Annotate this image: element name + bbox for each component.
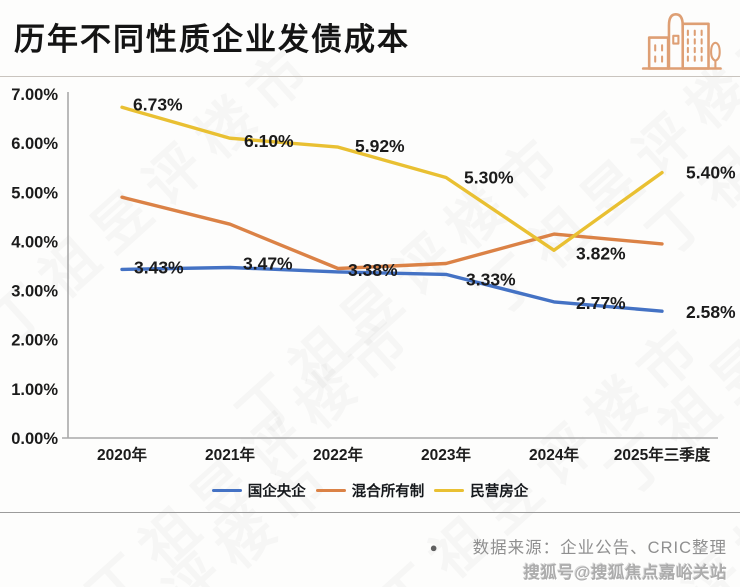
page-title: 历年不同性质企业发债成本 xyxy=(14,22,410,57)
y-tick-label: 2.00% xyxy=(11,332,58,350)
series-line-0 xyxy=(120,265,664,313)
source-text: 数据来源：企业公告、CRIC整理 xyxy=(472,539,727,557)
data-label: 3.82% xyxy=(576,243,626,263)
data-label: 6.10% xyxy=(244,131,294,151)
legend-line-swatch xyxy=(211,488,242,493)
legend-item-0: 国企央企 xyxy=(211,480,306,501)
y-tick-label: 3.00% xyxy=(11,283,58,301)
footer-divider xyxy=(0,512,740,513)
bullet-icon: ● xyxy=(429,540,439,555)
legend-label: 国企央企 xyxy=(247,484,306,500)
legend-label: 民营房企 xyxy=(470,484,529,500)
x-category-label: 2023年 xyxy=(421,445,471,464)
data-label: 3.47% xyxy=(243,253,293,273)
legend-line-swatch xyxy=(434,488,465,493)
tree-shape xyxy=(710,41,721,70)
data-label: 2.77% xyxy=(576,293,626,313)
y-tick-label: 6.00% xyxy=(11,135,58,153)
buildings-icon xyxy=(641,13,722,70)
data-label: 2.58% xyxy=(686,302,736,322)
data-label: 3.38% xyxy=(348,260,398,280)
chart-legend: 国企央企 混合所有制 民营房企 xyxy=(0,480,740,501)
line-chart: 0.00% 1.00% 2.00% 3.00% 4.00% 5.00% 6.00% 7.00%… xyxy=(11,86,736,464)
data-label: 5.92% xyxy=(355,136,405,156)
y-tick-label: 4.00% xyxy=(11,233,58,251)
legend-item-2: 民营房企 xyxy=(434,480,528,501)
source-row: ● 数据来源：企业公告、CRIC整理 xyxy=(430,534,727,558)
legend-line-swatch xyxy=(315,488,346,493)
header-divider xyxy=(0,76,740,77)
legend-item-1: 混合所有制 xyxy=(315,480,425,501)
legend-label: 混合所有制 xyxy=(351,484,425,500)
data-label: 3.43% xyxy=(134,257,184,277)
tower-window xyxy=(672,34,680,45)
y-tick-label: 5.00% xyxy=(11,184,58,202)
y-tick-label: 1.00% xyxy=(11,381,58,399)
series-line-2 xyxy=(120,105,664,253)
y-tick-label: 7.00% xyxy=(11,86,58,104)
data-label: 3.33% xyxy=(466,269,516,289)
sohu-watermark-text: 搜狐号@搜狐焦点嘉峪关站 xyxy=(523,564,727,582)
x-category-label: 2021年 xyxy=(205,445,255,464)
x-category-label: 2024年 xyxy=(529,445,579,464)
footer: ● 数据来源：企业公告、CRIC整理 搜狐号@搜狐焦点嘉峪关站 xyxy=(430,534,727,583)
x-category-label: 2022年 xyxy=(313,445,363,464)
data-label: 5.40% xyxy=(686,163,736,183)
data-label: 6.73% xyxy=(133,94,183,114)
right-building-windows xyxy=(686,29,703,62)
data-label: 5.30% xyxy=(464,168,514,188)
tower-shape xyxy=(667,13,685,70)
x-category-label: 2020年 xyxy=(97,445,147,464)
y-tick-label: 0.00% xyxy=(11,430,58,448)
x-category-label: 2025年三季度 xyxy=(614,445,711,464)
left-building xyxy=(647,36,670,70)
left-building-windows xyxy=(654,44,664,63)
